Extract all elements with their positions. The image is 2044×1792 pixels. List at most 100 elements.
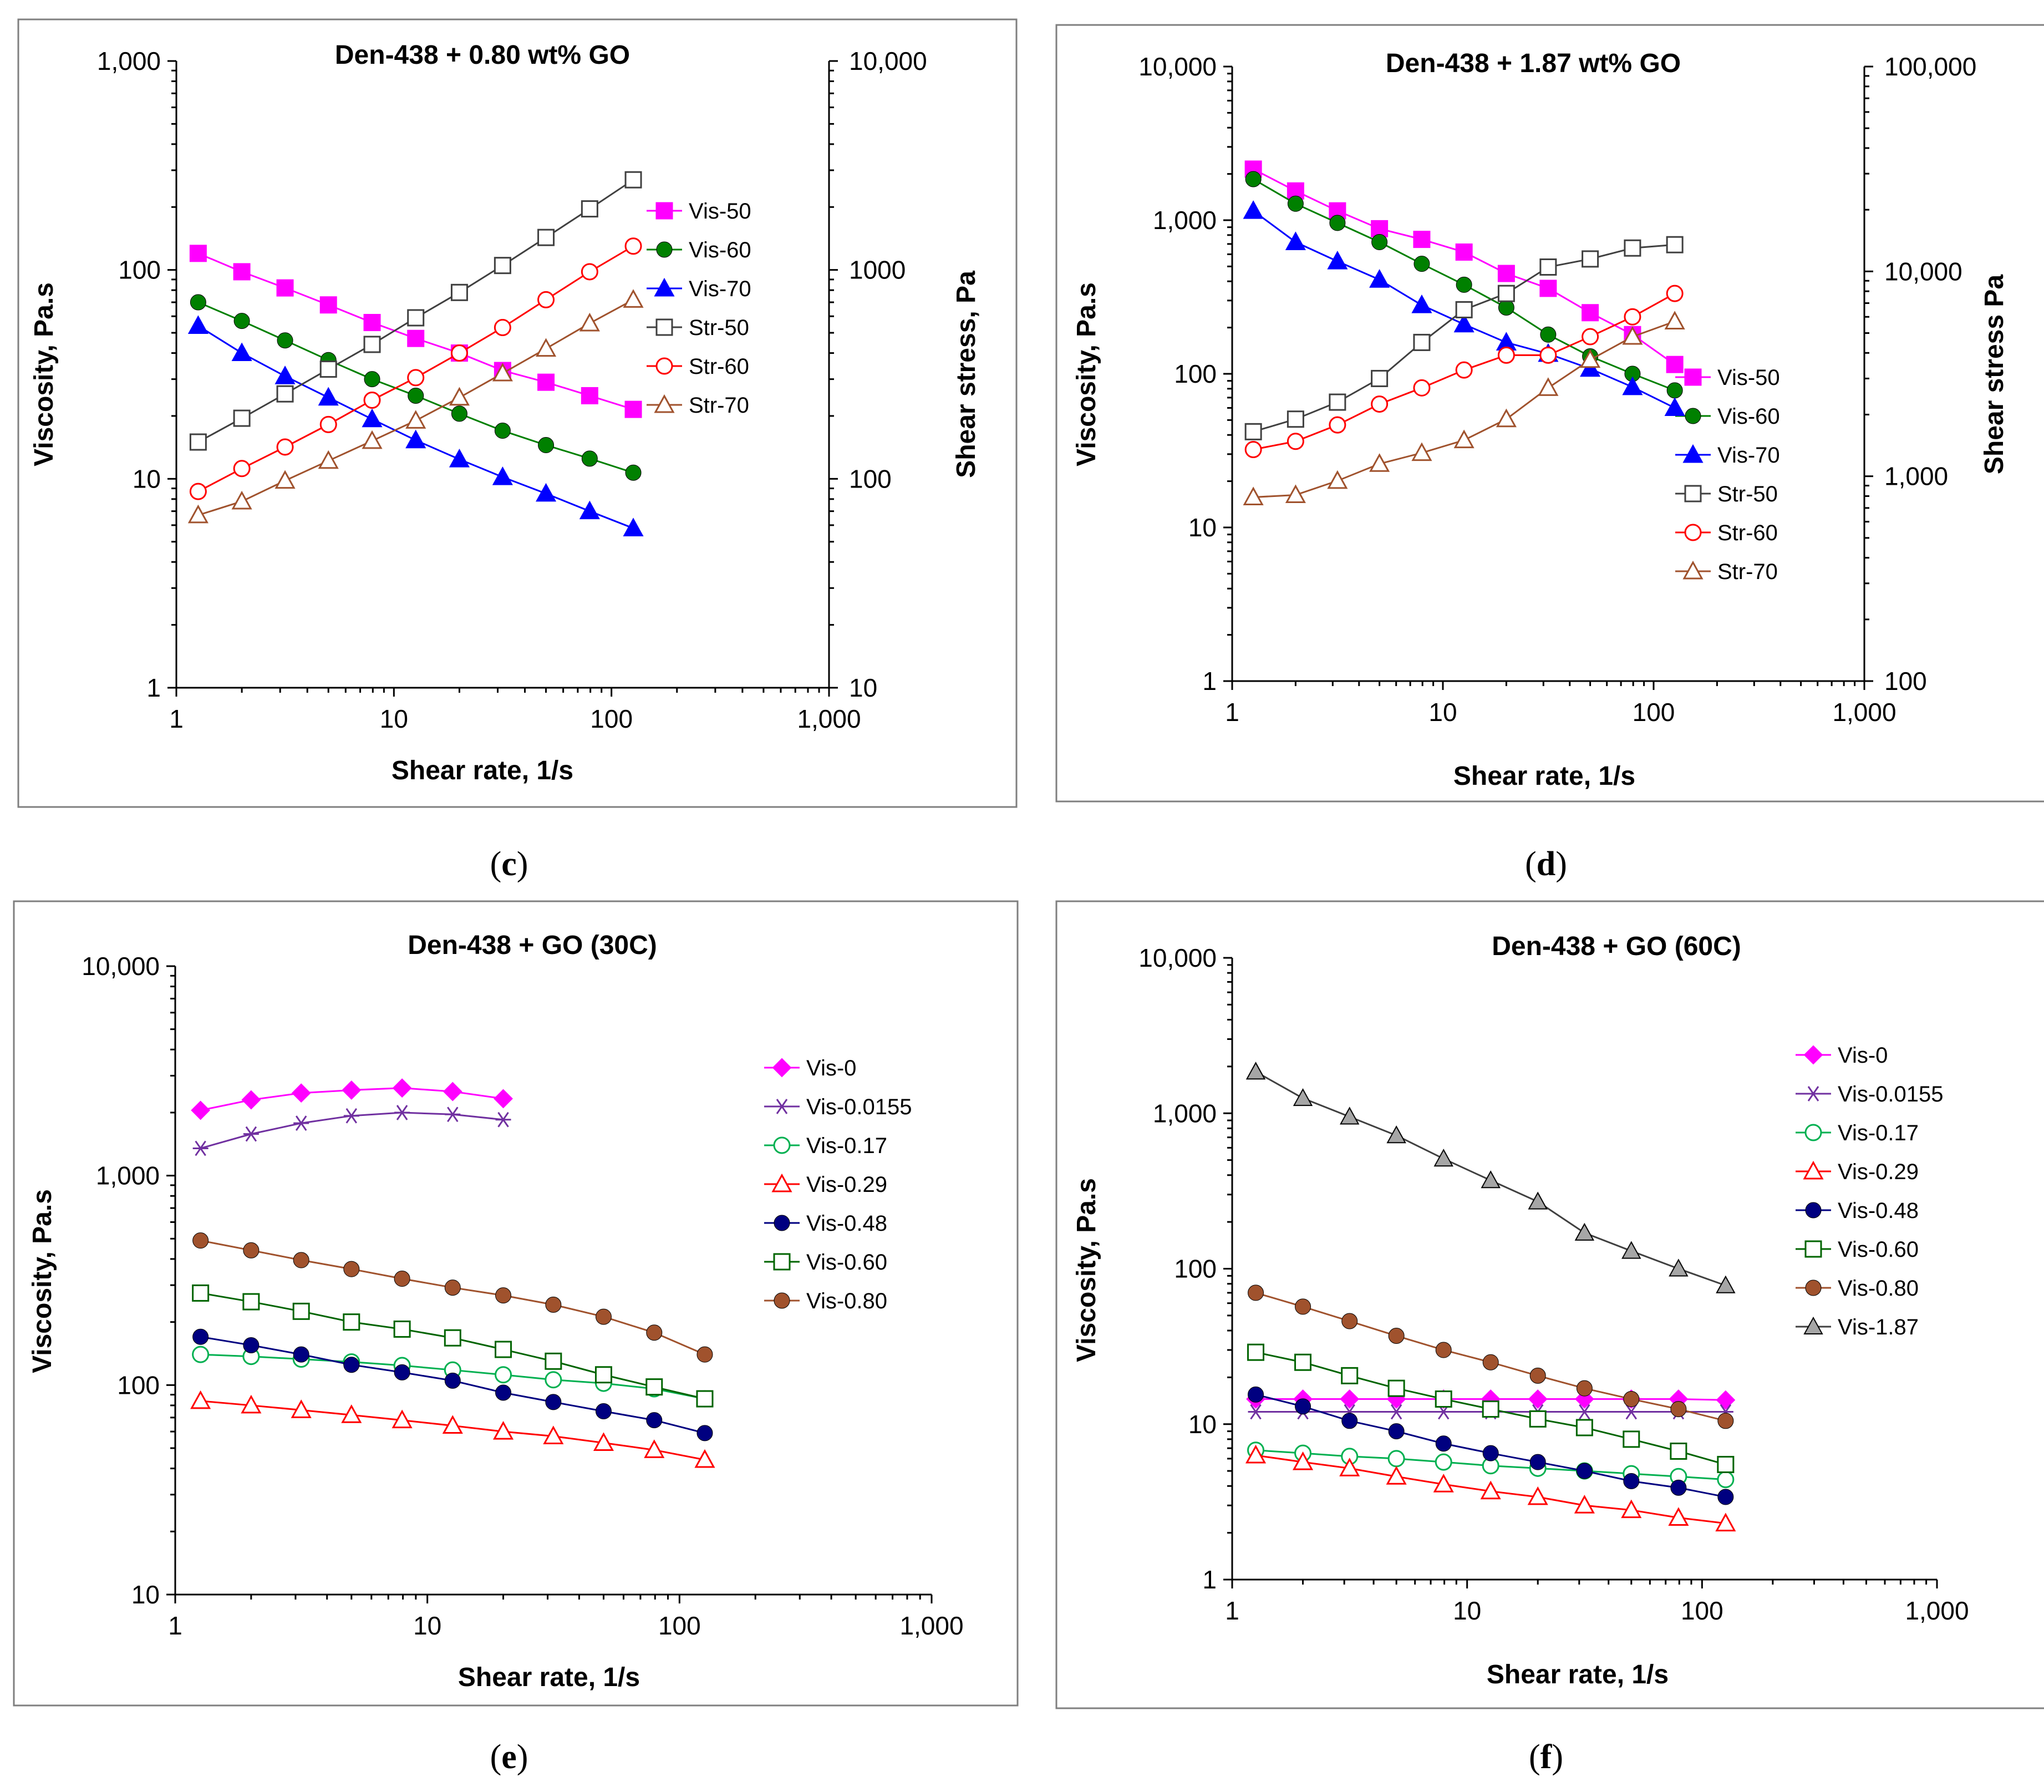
series-vis-0-0155 xyxy=(192,1105,511,1156)
data-point xyxy=(1624,308,1641,326)
series-str-70 xyxy=(1243,311,1685,505)
data-point xyxy=(1294,1353,1312,1371)
x-tick-label: 100 xyxy=(1681,1596,1723,1625)
data-point xyxy=(1528,1389,1548,1409)
data-point xyxy=(187,315,209,334)
data-point xyxy=(192,1140,209,1156)
data-point xyxy=(1243,486,1264,505)
data-point xyxy=(342,1080,362,1100)
data-point xyxy=(492,466,513,485)
data-point xyxy=(1623,1404,1639,1420)
legend-label: Vis-50 xyxy=(1717,365,1780,390)
data-point xyxy=(1497,285,1515,302)
x-tick-label: 1 xyxy=(1225,1596,1239,1625)
data-point xyxy=(495,1341,512,1358)
data-point xyxy=(450,344,468,362)
data-point xyxy=(1482,1400,1499,1418)
legend-marker xyxy=(1806,1086,1821,1101)
data-point xyxy=(1292,1451,1314,1470)
data-point xyxy=(362,408,383,428)
data-point xyxy=(495,1287,512,1304)
legend-entry-str-50: Str-50 xyxy=(1675,482,1778,506)
legend-label: Vis-0.0155 xyxy=(806,1095,912,1119)
legend-label: Vis-0.48 xyxy=(1838,1199,1919,1223)
data-point xyxy=(1623,1430,1640,1448)
data-point xyxy=(1411,442,1432,461)
chart-title: Den-438 + GO (30C) xyxy=(408,931,657,960)
series-vis-0-17 xyxy=(1247,1441,1735,1489)
legend-marker xyxy=(773,1136,791,1154)
legend-entry-vis-0: Vis-0 xyxy=(1796,1043,1888,1068)
data-point xyxy=(293,1252,309,1268)
data-point xyxy=(1664,311,1685,329)
data-point xyxy=(1387,1450,1405,1468)
data-point xyxy=(1668,1507,1689,1526)
x-axis-title: Shear rate, 1/s xyxy=(391,756,573,785)
data-point xyxy=(495,1366,512,1384)
data-point xyxy=(1285,231,1306,251)
series-str-50 xyxy=(189,171,642,451)
data-point xyxy=(545,1394,562,1410)
legend-marker xyxy=(1804,1240,1822,1258)
data-point xyxy=(1435,1435,1452,1452)
legend-label: Vis-70 xyxy=(1717,443,1780,468)
data-point xyxy=(595,1308,612,1325)
data-point xyxy=(1497,265,1515,282)
y-tick-label: 1,000 xyxy=(1153,1099,1217,1128)
data-point xyxy=(1435,1342,1452,1358)
data-point xyxy=(241,1394,262,1414)
data-point xyxy=(1582,304,1599,322)
data-point xyxy=(646,1412,663,1429)
legend-marker xyxy=(1682,560,1704,580)
data-point xyxy=(1540,326,1557,343)
data-point xyxy=(1455,361,1473,379)
data-point xyxy=(444,1280,461,1296)
data-point xyxy=(1575,1419,1593,1436)
data-point xyxy=(444,1329,461,1347)
data-point xyxy=(1666,356,1684,373)
data-point xyxy=(579,500,600,520)
data-point xyxy=(1482,1445,1499,1461)
legend-entry-str-60: Str-60 xyxy=(647,354,749,379)
legend-label: Vis-0.17 xyxy=(1838,1121,1919,1145)
caption-e: (e) xyxy=(490,1738,528,1776)
data-point xyxy=(192,1346,210,1363)
y2-axis-title: Shear stress Pa xyxy=(1980,275,2009,475)
series-vis-0 xyxy=(191,1078,513,1120)
data-point xyxy=(623,517,644,536)
data-point xyxy=(1244,423,1262,440)
data-point xyxy=(624,237,642,255)
legend-entry-vis-1-87: Vis-1.87 xyxy=(1796,1315,1919,1339)
legend-entry-vis-70: Vis-70 xyxy=(647,277,751,301)
legend-label: Vis-0.17 xyxy=(806,1134,887,1158)
data-point xyxy=(1340,1106,1360,1125)
chart-title: Den-438 + 0.80 wt% GO xyxy=(335,40,630,70)
legend-marker xyxy=(773,1253,791,1271)
data-point xyxy=(1386,1466,1407,1485)
data-point xyxy=(696,1346,713,1363)
data-point xyxy=(1245,171,1262,187)
data-point xyxy=(1371,234,1388,251)
series-vis-60 xyxy=(1245,171,1683,399)
y2-tick-label: 10,000 xyxy=(1884,257,1962,286)
data-point xyxy=(363,391,381,409)
x-tick-label: 100 xyxy=(1633,698,1675,727)
legend-entry-vis-0-0155: Vis-0.0155 xyxy=(1796,1082,1944,1106)
legend-marker xyxy=(655,357,673,375)
data-point xyxy=(1717,1489,1734,1505)
chart-title: Den-438 + GO (60C) xyxy=(1492,932,1741,961)
legend-marker xyxy=(655,202,673,220)
legend-label: Vis-1.87 xyxy=(1838,1315,1919,1339)
legend-entry-vis-60: Vis-60 xyxy=(647,238,751,262)
data-point xyxy=(1340,1389,1360,1409)
y-tick-label: 10,000 xyxy=(1138,943,1217,972)
data-point xyxy=(318,450,339,469)
data-point xyxy=(394,1105,410,1120)
data-point xyxy=(1574,1495,1595,1514)
data-point xyxy=(624,171,642,189)
data-point xyxy=(343,1261,360,1277)
legend-label: Str-60 xyxy=(689,354,749,379)
legend-marker xyxy=(774,1292,790,1309)
data-point xyxy=(1245,1062,1266,1080)
y2-axis-title: Shear stress, Pa xyxy=(952,271,981,478)
